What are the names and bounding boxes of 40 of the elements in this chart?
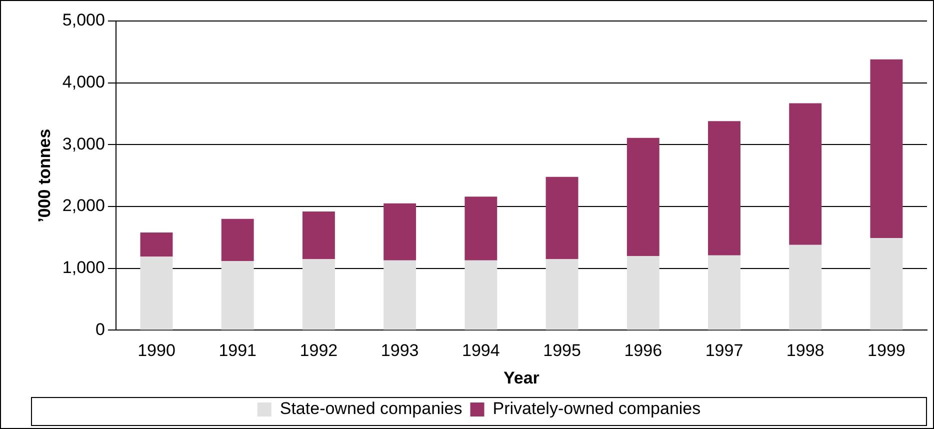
bar bbox=[221, 260, 254, 330]
y-tick-label: 3,000 bbox=[62, 134, 105, 154]
y-tick-label: 2,000 bbox=[62, 196, 105, 216]
x-tick-label: 1999 bbox=[868, 341, 906, 360]
y-tick-label: 0 bbox=[95, 320, 105, 339]
y-tick-label: 5,000 bbox=[62, 10, 105, 30]
bar bbox=[870, 238, 903, 330]
y-tick-label: 1,000 bbox=[62, 258, 105, 278]
x-tick-label: 1996 bbox=[624, 341, 662, 360]
bar bbox=[221, 218, 254, 261]
bar bbox=[870, 59, 903, 238]
bar bbox=[140, 232, 173, 257]
x-axis-title: Year bbox=[504, 368, 540, 388]
x-tick-label: 1997 bbox=[705, 341, 744, 360]
bar bbox=[384, 260, 416, 330]
bar bbox=[384, 203, 416, 260]
x-tick-label: 1991 bbox=[218, 341, 257, 360]
bar bbox=[789, 103, 822, 245]
y-tick-label: 4,000 bbox=[62, 72, 105, 92]
bar bbox=[789, 244, 822, 330]
bar bbox=[464, 260, 498, 330]
bar bbox=[546, 259, 578, 330]
y-axis-title: ’000 tonnes bbox=[34, 128, 54, 222]
bar bbox=[302, 259, 335, 330]
legend-label: State-owned companies bbox=[280, 399, 462, 418]
bar bbox=[464, 196, 498, 260]
x-tick-label: 1998 bbox=[786, 341, 824, 360]
legend-label: Privately-owned companies bbox=[492, 399, 701, 418]
x-tick-label: 1993 bbox=[380, 341, 419, 360]
x-tick-label: 1990 bbox=[138, 341, 176, 360]
bar bbox=[708, 255, 740, 330]
bar bbox=[626, 256, 660, 330]
bar bbox=[626, 138, 660, 256]
bar bbox=[546, 176, 578, 260]
x-tick-label: 1995 bbox=[543, 341, 581, 360]
x-tick-label: 1994 bbox=[462, 341, 500, 360]
bar bbox=[302, 211, 335, 260]
x-tick-label: 1992 bbox=[300, 341, 338, 360]
bar bbox=[140, 256, 173, 330]
bar bbox=[708, 121, 740, 256]
